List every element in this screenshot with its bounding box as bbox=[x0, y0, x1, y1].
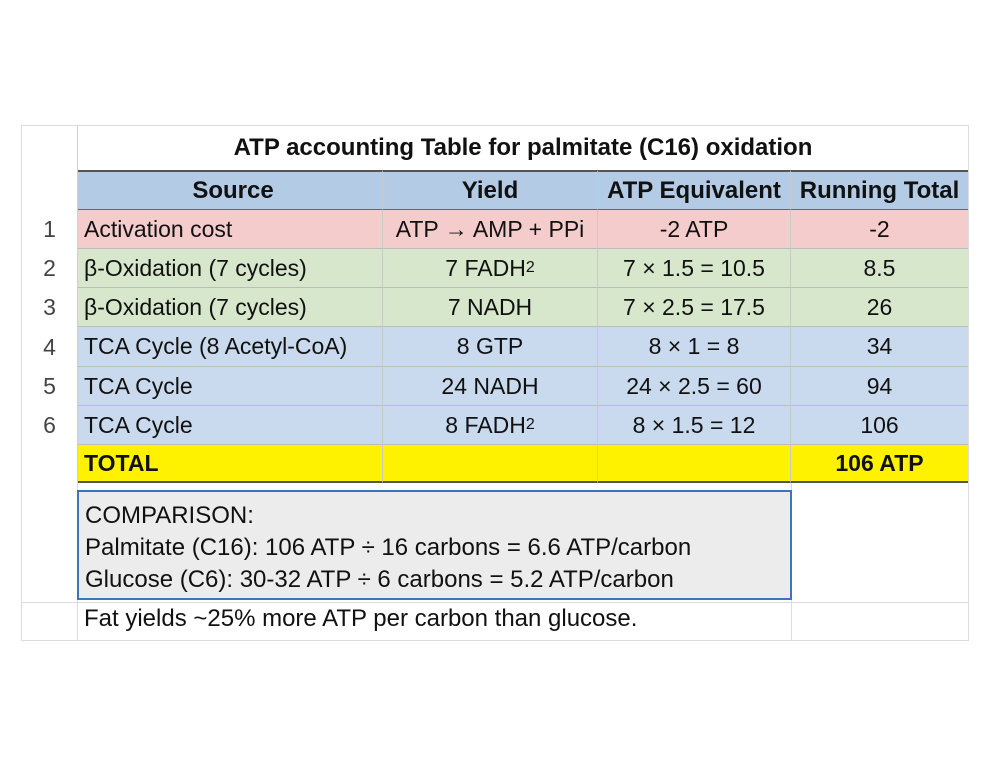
yield-cell[interactable]: ATP → AMP + PPi bbox=[383, 210, 598, 249]
atp-equivalent-cell[interactable]: 24 × 2.5 = 60 bbox=[598, 367, 791, 406]
total-value[interactable]: 106 ATP bbox=[791, 445, 968, 483]
total-label[interactable]: TOTAL bbox=[78, 445, 383, 483]
yield-text: 7 NADH bbox=[447, 293, 533, 320]
row-number[interactable]: 2 bbox=[22, 249, 78, 288]
table-title[interactable]: ATP accounting Table for palmitate (C16)… bbox=[233, 134, 813, 161]
header-row: Source Yield ATP Equivalent Running Tota… bbox=[22, 170, 968, 210]
source-cell[interactable]: TCA Cycle bbox=[78, 367, 383, 406]
atp-equivalent-cell[interactable]: 8 × 1 = 8 bbox=[598, 327, 791, 367]
running-total-cell[interactable]: 106 bbox=[791, 406, 968, 445]
row-number[interactable]: 3 bbox=[22, 288, 78, 327]
running-total-cell[interactable]: 34 bbox=[791, 327, 968, 367]
row-header-blank[interactable] bbox=[22, 126, 78, 170]
running-total-cell[interactable]: 26 bbox=[791, 288, 968, 327]
yield-subscript: 2 bbox=[525, 416, 535, 433]
row-number[interactable]: 6 bbox=[22, 406, 78, 445]
yield-subscript: 2 bbox=[525, 259, 535, 276]
table-row: 6 TCA Cycle 8 FADH 2 8 × 1.5 = 12 106 bbox=[22, 406, 968, 445]
yield-text: 8 GTP bbox=[456, 333, 524, 359]
comparison-glucose: Glucose (C6): 30-32 ATP ÷ 6 carbons = 5.… bbox=[85, 566, 674, 593]
header-atp-equivalent[interactable]: ATP Equivalent bbox=[598, 170, 791, 210]
running-total-cell[interactable]: 8.5 bbox=[791, 249, 968, 288]
yield-text: 24 NADH bbox=[441, 372, 539, 399]
source-cell[interactable]: TCA Cycle (8 Acetyl-CoA) bbox=[78, 327, 383, 367]
table-row: 2 β-Oxidation (7 cycles) 7 FADH 2 7 × 1.5… bbox=[22, 249, 968, 288]
table-row: 3 β-Oxidation (7 cycles) 7 NADH 7 × 2.5 … bbox=[22, 288, 968, 327]
header-yield[interactable]: Yield bbox=[383, 170, 598, 210]
total-atp-empty[interactable] bbox=[598, 445, 791, 483]
row-header-blank[interactable] bbox=[22, 445, 78, 483]
yield-cell[interactable]: 8 FADH 2 bbox=[383, 406, 598, 445]
yield-cell[interactable]: 8 GTP bbox=[383, 327, 598, 367]
header-running-total[interactable]: Running Total bbox=[791, 170, 968, 210]
atp-equivalent-cell[interactable]: -2 ATP bbox=[598, 210, 791, 249]
table-row: 4 TCA Cycle (8 Acetyl-CoA) 8 GTP 8 × 1 =… bbox=[22, 327, 968, 367]
atp-equivalent-cell[interactable]: 7 × 2.5 = 17.5 bbox=[598, 288, 791, 327]
title-row: ATP accounting Table for palmitate (C16)… bbox=[22, 126, 968, 170]
row-divider bbox=[22, 602, 968, 603]
yield-text: 7 FADH bbox=[445, 254, 526, 281]
source-cell[interactable]: TCA Cycle bbox=[78, 406, 383, 445]
source-cell[interactable]: Activation cost bbox=[78, 210, 383, 249]
total-row: TOTAL 106 ATP bbox=[22, 445, 968, 483]
yield-cell[interactable]: 7 FADH 2 bbox=[383, 249, 598, 288]
source-cell[interactable]: β-Oxidation (7 cycles) bbox=[78, 249, 383, 288]
atp-equivalent-cell[interactable]: 8 × 1.5 = 12 bbox=[598, 406, 791, 445]
source-cell[interactable]: β-Oxidation (7 cycles) bbox=[78, 288, 383, 327]
comparison-palmitate: Palmitate (C16): 106 ATP ÷ 16 carbons = … bbox=[85, 534, 692, 561]
atp-equivalent-cell[interactable]: 7 × 1.5 = 10.5 bbox=[598, 249, 791, 288]
comparison-box[interactable]: COMPARISON: Palmitate (C16): 106 ATP ÷ 1… bbox=[77, 490, 792, 600]
yield-text: 8 FADH bbox=[445, 411, 526, 438]
table-row: 1 Activation cost ATP → AMP + PPi -2 ATP… bbox=[22, 210, 968, 249]
yield-text: ATP → AMP + PPi bbox=[395, 215, 585, 242]
header-source[interactable]: Source bbox=[78, 170, 383, 210]
row-number[interactable]: 5 bbox=[22, 367, 78, 406]
running-total-cell[interactable]: 94 bbox=[791, 367, 968, 406]
summary-note[interactable]: Fat yields ~25% more ATP per carbon than… bbox=[84, 605, 638, 632]
yield-cell[interactable]: 24 NADH bbox=[383, 367, 598, 406]
yield-cell[interactable]: 7 NADH bbox=[383, 288, 598, 327]
row-number[interactable]: 4 bbox=[22, 327, 78, 367]
comparison-heading: COMPARISON: bbox=[85, 502, 254, 529]
row-header-blank[interactable] bbox=[22, 170, 78, 210]
table-row: 5 TCA Cycle 24 NADH 24 × 2.5 = 60 94 bbox=[22, 367, 968, 406]
total-yield-empty[interactable] bbox=[383, 445, 598, 483]
running-total-cell[interactable]: -2 bbox=[791, 210, 968, 249]
row-number[interactable]: 1 bbox=[22, 210, 78, 249]
spreadsheet-grid: ATP accounting Table for palmitate (C16)… bbox=[21, 125, 969, 641]
